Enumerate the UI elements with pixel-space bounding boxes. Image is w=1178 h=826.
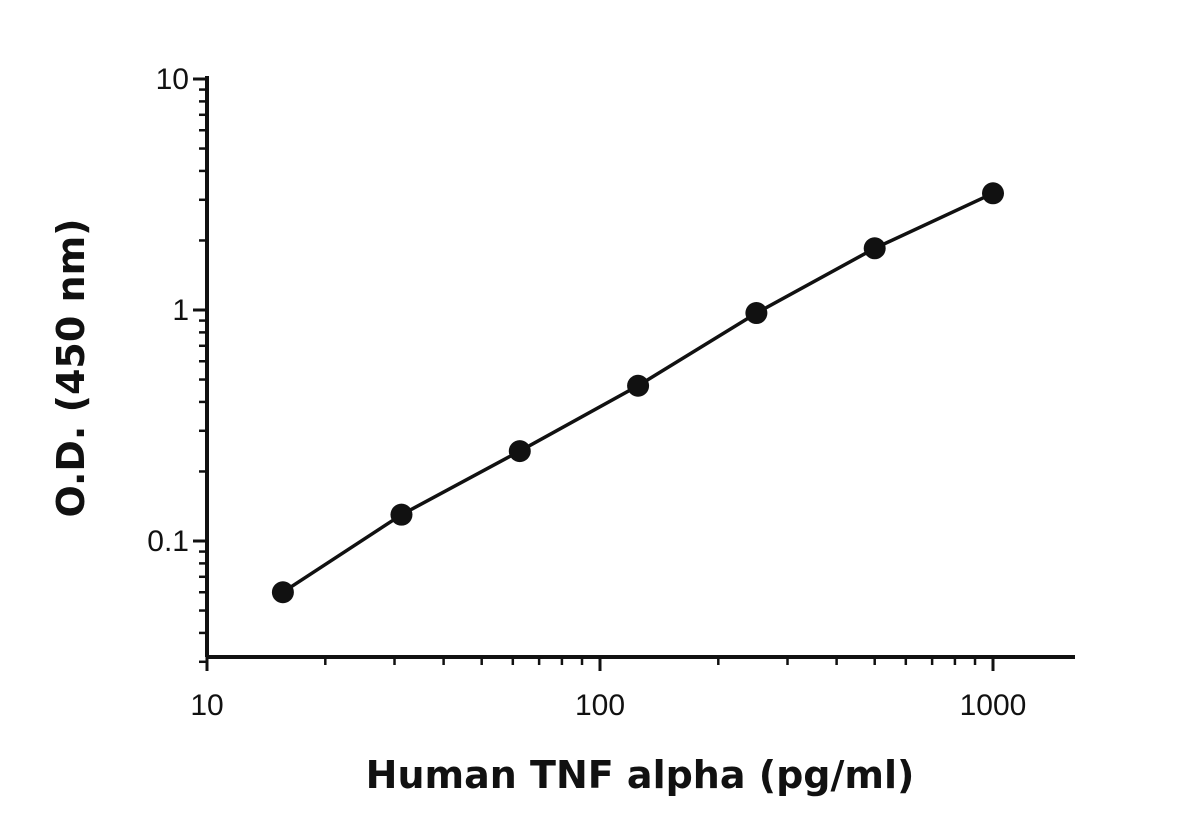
ticks: 0.1 1 10 10 100 1000 — [147, 63, 1026, 722]
x-axis-title: Human TNF alpha (pg/ml) — [366, 753, 915, 797]
x-tick-label: 100 — [575, 689, 625, 722]
y-tick-label: 0.1 — [147, 525, 189, 558]
data-point — [627, 374, 650, 397]
y-tick-label: 1 — [172, 294, 189, 327]
x-tick-label: 10 — [190, 689, 223, 722]
data-point — [508, 440, 531, 463]
data-point — [390, 503, 413, 526]
axes — [205, 76, 1075, 659]
series — [271, 182, 1004, 604]
x-tick-label: 1000 — [960, 689, 1027, 722]
data-point — [863, 237, 886, 260]
data-point — [745, 302, 768, 325]
data-point — [982, 182, 1004, 205]
y-tick-label: 10 — [156, 63, 189, 96]
data-point — [271, 581, 294, 604]
y-axis-title: O.D. (450 nm) — [49, 218, 93, 517]
